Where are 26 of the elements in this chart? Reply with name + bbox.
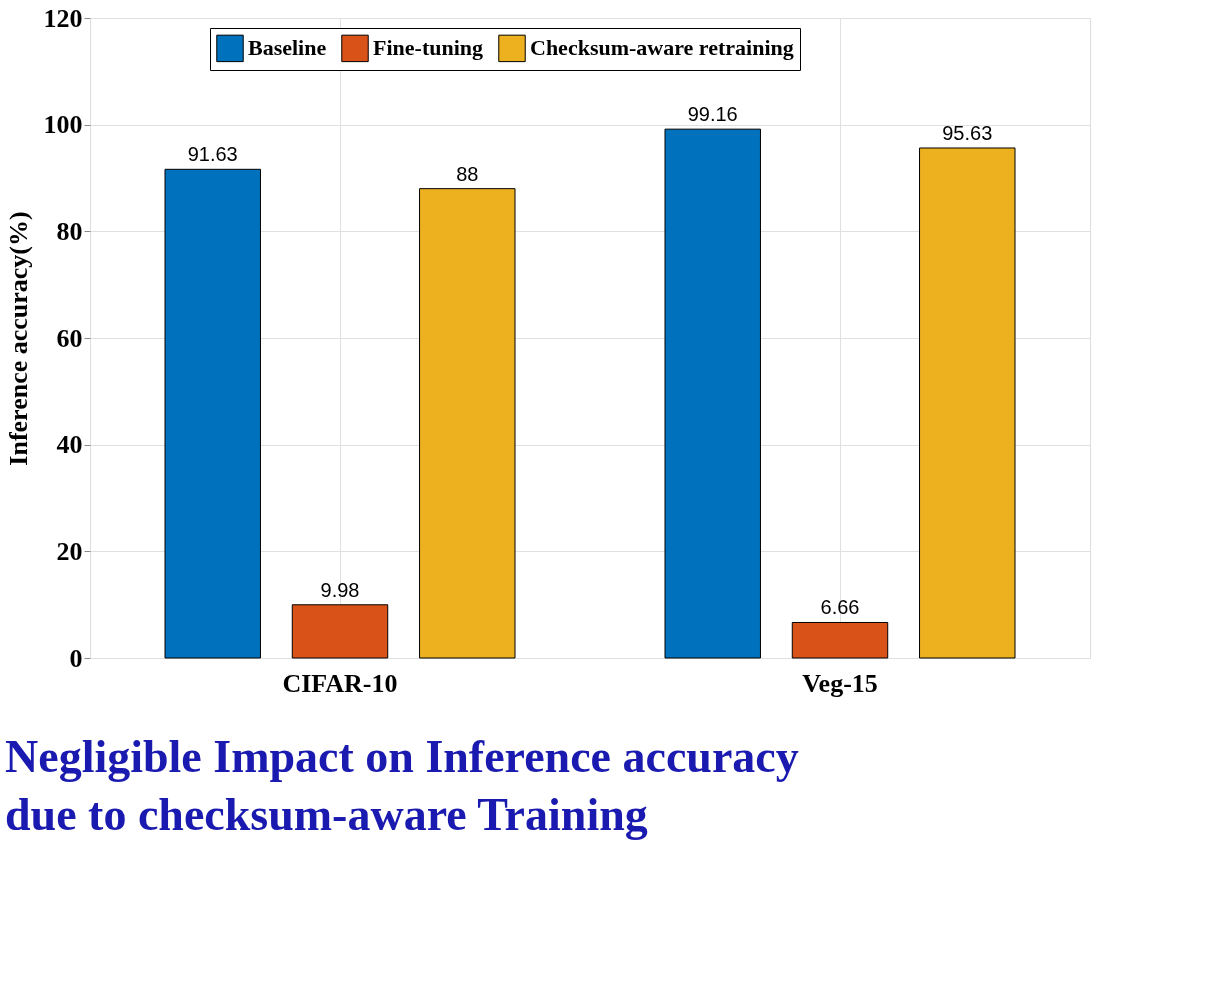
bar [419,188,516,659]
y-tick-label: 100 [43,110,83,140]
legend-label: Baseline [248,35,327,61]
bar [664,128,761,659]
x-tick-label: CIFAR-10 [282,668,398,698]
data-label: 88 [456,162,479,185]
bar [919,147,1016,659]
legend-label: Fine-tuning [373,35,484,61]
y-tick-label: 60 [56,323,83,353]
bar [791,621,889,659]
data-label: 6.66 [820,596,860,619]
data-label: 95.63 [942,121,993,144]
data-label: 9.98 [320,578,360,601]
y-tick-label: 40 [56,430,83,460]
y-tick-label: 20 [56,536,83,566]
legend-label: Checksum-aware retraining [530,35,794,61]
bar [164,168,261,659]
y-tick-label: 120 [43,3,83,33]
y-tick-label: 0 [69,643,83,673]
data-label: 99.16 [687,103,738,126]
y-axis-title: Inference accuracy(%) [3,211,33,466]
text: Negligible Impact on Inference accuracy due to checksum-aware Training [5,731,799,840]
bar [291,604,389,659]
x-tick-label: Veg-15 [802,668,878,698]
y-tick-label: 80 [56,216,83,246]
data-label: 91.63 [187,143,238,166]
